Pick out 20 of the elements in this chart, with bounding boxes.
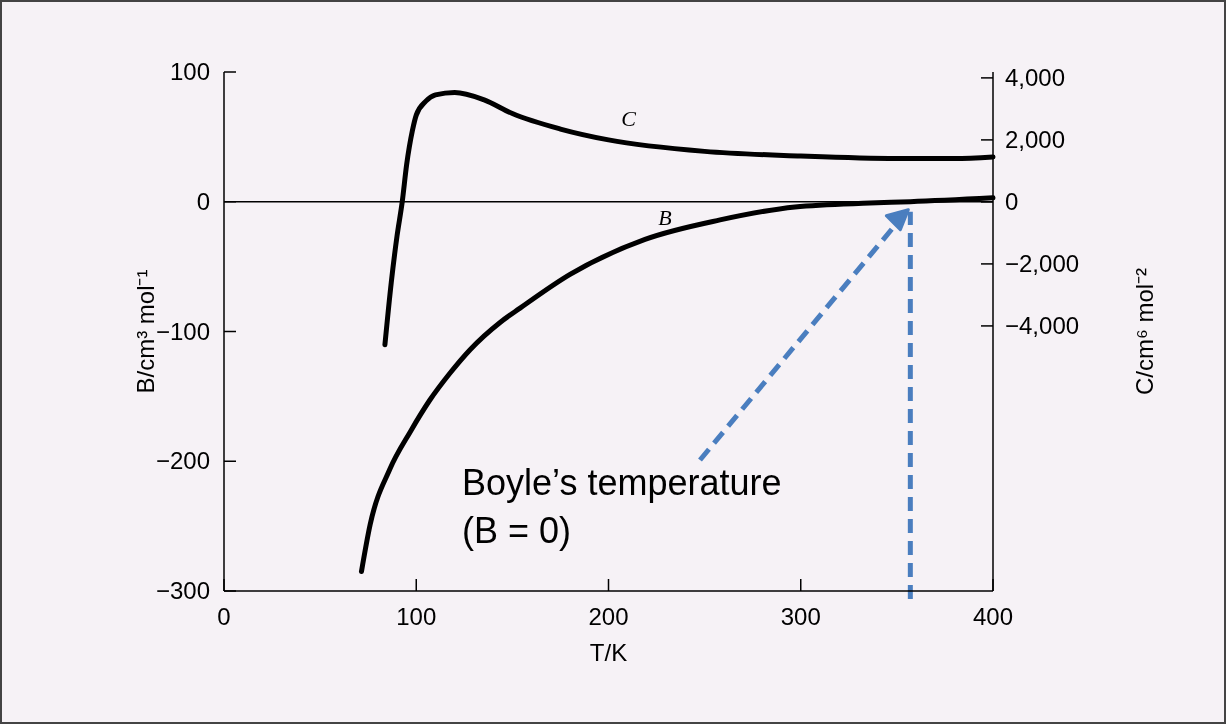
- x-tick-label: 400: [972, 603, 1014, 630]
- y-tick-label: −100: [155, 317, 210, 345]
- annotation: Boyle’s temperature (B = 0): [462, 462, 782, 551]
- y2-tick-label: −2,000: [1005, 249, 1080, 277]
- x-axis-title: T/K: [589, 639, 628, 666]
- y-tick-label: 100: [169, 58, 210, 85]
- y2-tick-label: 0: [1005, 187, 1019, 215]
- series-label: C: [621, 105, 637, 131]
- y2-tick-label: 4,000: [1005, 63, 1066, 91]
- x-tick-label: 0: [217, 603, 231, 630]
- x-tick-label: 300: [780, 603, 821, 630]
- y2-tick-label: −4,000: [1005, 311, 1080, 339]
- y2-axis-title: C/cm⁶ mol⁻²: [1131, 267, 1158, 396]
- y-tick-label: −200: [155, 447, 210, 475]
- series-label: B: [658, 205, 672, 231]
- y-tick-label: −300: [155, 577, 210, 604]
- y-tick-label: 0: [196, 187, 210, 215]
- y2-tick-label: 2,000: [1005, 125, 1066, 153]
- x-tick-label: 100: [396, 603, 437, 630]
- x-tick-label: 200: [588, 603, 629, 630]
